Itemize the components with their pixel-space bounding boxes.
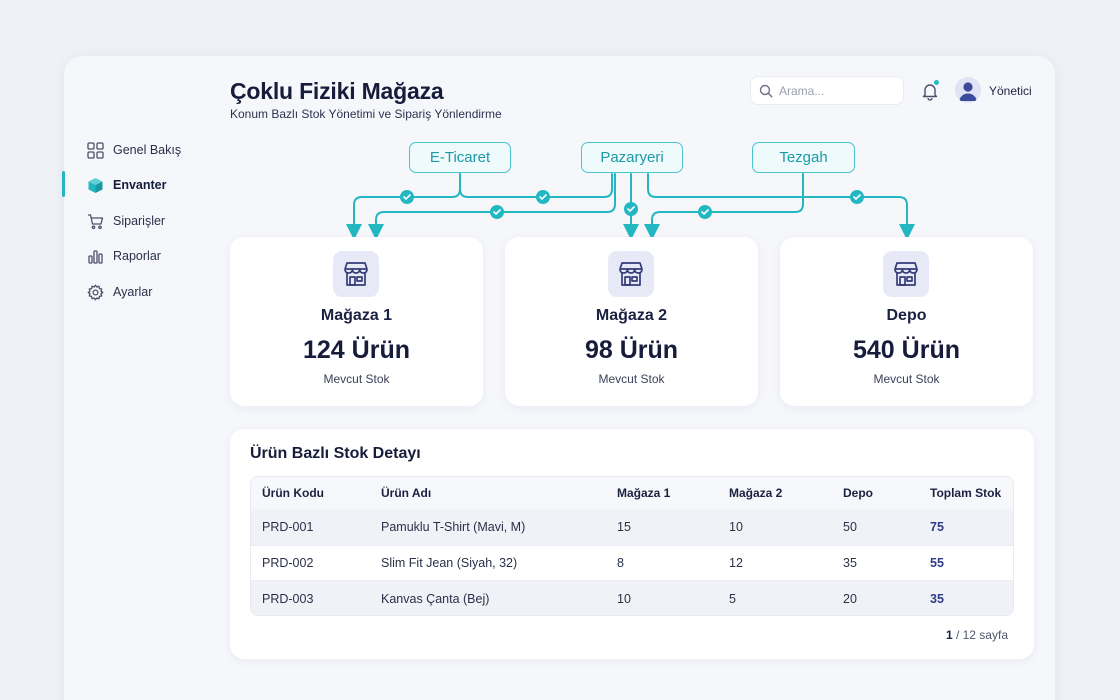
- notification-dot: [933, 79, 940, 86]
- cell-product-name: Pamuklu T-Shirt (Mavi, M): [381, 520, 526, 534]
- store-name: Mağaza 1: [320, 307, 393, 324]
- column-header[interactable]: Mağaza 2: [729, 486, 783, 500]
- page-title: Çoklu Fiziki Mağaza: [230, 78, 444, 104]
- cell-product-name: Slim Fit Jean (Siyah, 32): [381, 556, 518, 570]
- routing-flow-diagram: [346, 173, 915, 240]
- store-stock-label: Mevcut Stok: [323, 372, 390, 386]
- notification-button[interactable]: [919, 79, 941, 102]
- column-header[interactable]: Ürün Adı: [381, 486, 432, 500]
- panel-title: Ürün Bazlı Stok Detayı: [250, 445, 421, 462]
- channel-eticaret[interactable]: E-Ticaret: [409, 142, 511, 173]
- sidebar-item-label: Envanter: [113, 178, 167, 192]
- avatar[interactable]: [955, 77, 981, 103]
- cell-total-stock: 55: [930, 556, 944, 570]
- cell-warehouse: 20: [843, 592, 857, 606]
- column-header[interactable]: Ürün Kodu: [262, 486, 324, 500]
- bar-chart-icon: [86, 247, 104, 265]
- table-row[interactable]: PRD-002 Slim Fit Jean (Siyah, 32) 8 12 3…: [251, 545, 1013, 581]
- cell-store-1: 8: [617, 556, 624, 570]
- sidebar-item-label: Ayarlar: [113, 285, 153, 299]
- gear-icon: [86, 283, 104, 301]
- app-window: Çoklu Fiziki Mağaza Konum Bazlı Stok Yön…: [62, 56, 1055, 700]
- sidebar-item-reports[interactable]: Raporlar: [86, 246, 161, 266]
- current-page: 1: [945, 628, 953, 642]
- cell-store-1: 10: [617, 592, 631, 606]
- cell-warehouse: 50: [843, 520, 857, 534]
- store-card-depo[interactable]: Depo 540 Ürün Mevcut Stok: [780, 237, 1033, 406]
- cell-product-code: PRD-001: [262, 520, 314, 534]
- page-subtitle: Konum Bazlı Stok Yönetimi ve Sipariş Yön…: [230, 107, 502, 121]
- user-name[interactable]: Yönetici: [989, 84, 1032, 98]
- channel-tezgah[interactable]: Tezgah: [752, 142, 855, 173]
- check-dots: [400, 190, 864, 219]
- pagination[interactable]: 1 / 12 sayfa: [946, 628, 1008, 642]
- table-header: Ürün Kodu Ürün Adı Mağaza 1 Mağaza 2 Dep…: [251, 477, 1013, 509]
- cell-store-2: 12: [729, 556, 743, 570]
- store-icon: [608, 251, 654, 297]
- store-stock-count: 124 Ürün: [303, 336, 410, 364]
- cell-product-code: PRD-003: [262, 592, 314, 606]
- sidebar-item-label: Genel Bakış: [113, 143, 182, 157]
- sidebar-item-label: Siparişler: [113, 214, 166, 228]
- search-icon: [759, 84, 773, 98]
- cell-store-2: 10: [729, 520, 743, 534]
- store-stock-label: Mevcut Stok: [873, 372, 940, 386]
- cart-icon: [86, 212, 104, 230]
- sidebar-item-overview[interactable]: Genel Bakış: [86, 140, 181, 160]
- user-icon: [959, 82, 977, 101]
- cell-store-2: 5: [729, 592, 736, 606]
- search-input[interactable]: [779, 83, 899, 98]
- cell-warehouse: 35: [843, 556, 857, 570]
- cell-store-1: 15: [617, 520, 631, 534]
- store-name: Depo: [886, 307, 927, 324]
- sidebar-item-label: Raporlar: [113, 249, 161, 263]
- stock-table: Ürün Kodu Ürün Adı Mağaza 1 Mağaza 2 Dep…: [250, 476, 1014, 616]
- column-header[interactable]: Toplam Stok: [930, 486, 1002, 500]
- cell-total-stock: 75: [930, 520, 944, 534]
- cell-total-stock: 35: [930, 592, 944, 606]
- bell-icon: [922, 84, 938, 101]
- sidebar-item-settings[interactable]: Ayarlar: [86, 282, 152, 302]
- search-box[interactable]: [750, 76, 904, 105]
- column-header[interactable]: Depo: [843, 486, 873, 500]
- store-icon: [333, 251, 379, 297]
- channel-pazaryeri[interactable]: Pazaryeri: [581, 142, 683, 173]
- store-card-magaza-1[interactable]: Mağaza 1 124 Ürün Mevcut Stok: [230, 237, 483, 406]
- store-card-magaza-2[interactable]: Mağaza 2 98 Ürün Mevcut Stok: [505, 237, 758, 406]
- sidebar-item-orders[interactable]: Siparişler: [86, 211, 165, 231]
- cell-product-code: PRD-002: [262, 556, 314, 570]
- store-stock-count: 540 Ürün: [853, 336, 960, 364]
- grid-icon: [86, 141, 104, 159]
- store-stock-label: Mevcut Stok: [598, 372, 665, 386]
- page-total: / 12 sayfa: [952, 628, 1008, 642]
- store-name: Mağaza 2: [595, 307, 668, 324]
- cell-product-name: Kanvas Çanta (Bej): [381, 592, 490, 606]
- store-stock-count: 98 Ürün: [584, 336, 679, 364]
- box-icon: [86, 176, 104, 194]
- active-indicator: [62, 171, 65, 197]
- stock-detail-panel: Ürün Bazlı Stok Detayı Ürün Kodu Ürün Ad…: [230, 429, 1034, 659]
- table-row[interactable]: PRD-003 Kanvas Çanta (Bej) 10 5 20 35: [251, 581, 1013, 615]
- table-row[interactable]: PRD-001 Pamuklu T-Shirt (Mavi, M) 15 10 …: [251, 509, 1013, 545]
- column-header[interactable]: Mağaza 1: [617, 486, 671, 500]
- sidebar-item-inventory[interactable]: Envanter: [86, 175, 167, 195]
- store-icon: [883, 251, 929, 297]
